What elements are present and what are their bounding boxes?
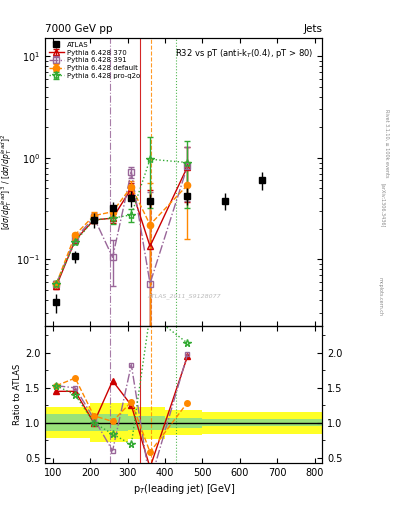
Text: 7000 GeV pp: 7000 GeV pp [45,24,113,34]
Text: ATLAS_2011_S9128077: ATLAS_2011_S9128077 [147,293,220,299]
X-axis label: p$_T$(leading jet) [GeV]: p$_T$(leading jet) [GeV] [133,482,235,497]
Text: Jets: Jets [303,24,322,34]
Legend: ATLAS, Pythia 6.428 370, Pythia 6.428 391, Pythia 6.428 default, Pythia 6.428 pr: ATLAS, Pythia 6.428 370, Pythia 6.428 39… [47,40,141,80]
Y-axis label: $[d\sigma/dp_T^{lead}]^3$ / $[d\sigma/dp_T^{lead}]^2$: $[d\sigma/dp_T^{lead}]^3$ / $[d\sigma/dp… [0,134,14,230]
Text: Rivet 3.1.10, ≥ 100k events: Rivet 3.1.10, ≥ 100k events [385,109,389,178]
Text: R32 vs pT (anti-k$_T$(0.4), pT > 80): R32 vs pT (anti-k$_T$(0.4), pT > 80) [175,47,314,60]
Y-axis label: Ratio to ATLAS: Ratio to ATLAS [13,364,22,425]
Text: mcplots.cern.ch: mcplots.cern.ch [378,278,383,316]
Text: [arXiv:1306.3436]: [arXiv:1306.3436] [381,183,386,227]
